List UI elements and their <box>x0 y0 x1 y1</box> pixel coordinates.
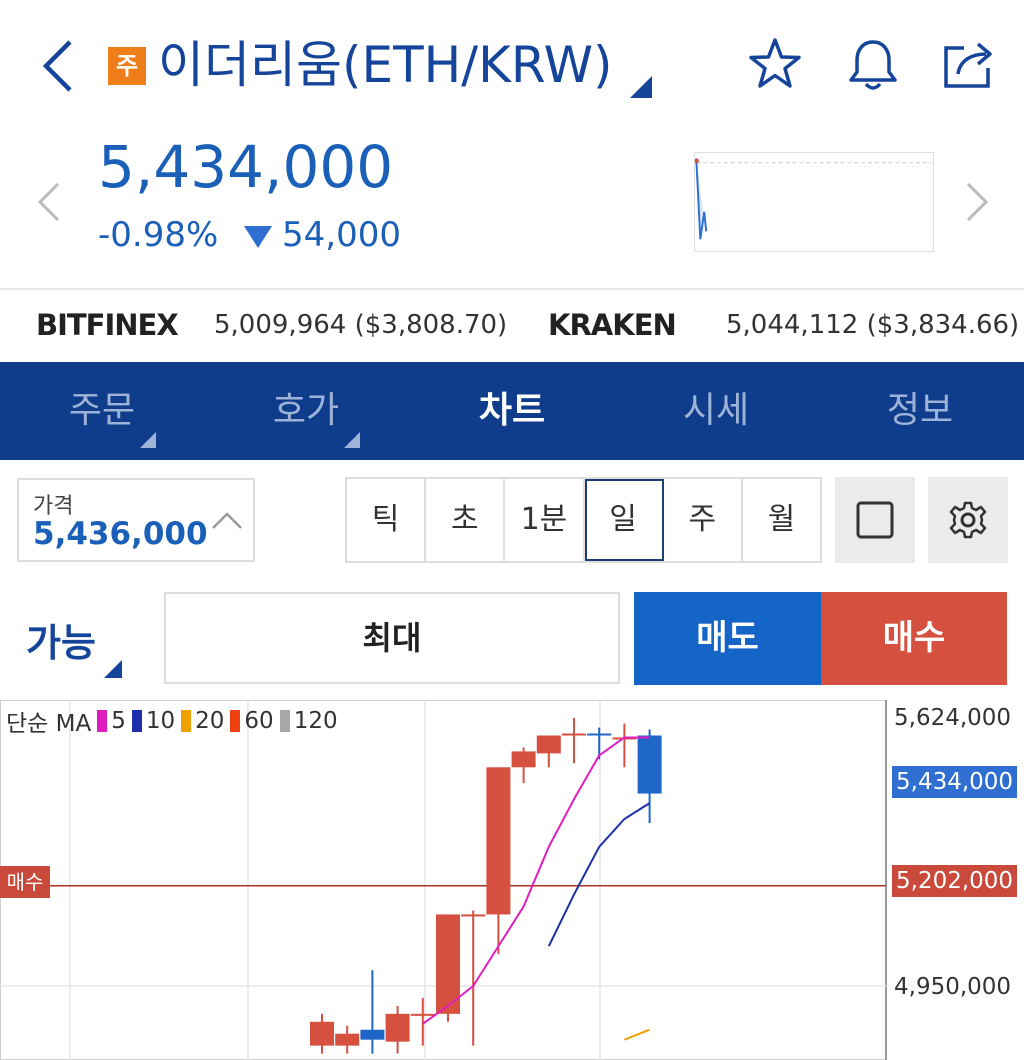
ma5-line <box>422 736 650 1025</box>
main-tabs: 주문 호가 차트 시세 정보 <box>0 362 1024 460</box>
buy-line-tag: 매수 <box>0 866 50 898</box>
buy-line-price-tag: 5,202,000 <box>892 865 1018 897</box>
candle-body <box>461 914 486 917</box>
legend-swatch-10 <box>131 710 142 732</box>
period-second[interactable]: 초 <box>426 479 506 561</box>
candle-body <box>335 1033 360 1046</box>
tab-order-caret-icon <box>140 432 156 448</box>
current-price-tag: 5,434,000 <box>892 766 1018 798</box>
price-label: 가격 <box>33 494 74 519</box>
star-icon[interactable] <box>746 36 804 94</box>
square-icon <box>856 501 894 539</box>
legend-label-5: 5 <box>111 708 126 734</box>
candle-body <box>536 735 561 754</box>
tab-chart[interactable]: 차트 <box>478 390 546 431</box>
period-tick[interactable]: 틱 <box>347 479 427 561</box>
settings-button[interactable] <box>928 477 1008 563</box>
tab-orderbook-caret-icon <box>344 432 360 448</box>
y-tick-label: 5,624,000 <box>894 705 1012 731</box>
candle-body <box>486 767 511 915</box>
exchange-name-kraken: KRAKEN <box>548 308 677 342</box>
sell-button[interactable]: 매도 <box>634 592 821 685</box>
mini-intraday-chart <box>694 152 934 252</box>
change-value: 54,000 <box>282 215 401 255</box>
header: 주 이더리움(ETH/KRW) <box>0 0 1024 130</box>
legend-swatch-60 <box>230 710 241 732</box>
legend-swatch-120 <box>279 710 290 732</box>
tab-orderbook[interactable]: 호가 <box>272 390 340 431</box>
change-percent: -0.98% <box>98 215 219 255</box>
next-coin-arrow-icon[interactable] <box>962 180 992 224</box>
legend-swatch-20 <box>181 710 192 732</box>
share-icon[interactable] <box>940 36 998 94</box>
max-quantity-button[interactable]: 최대 <box>164 592 620 684</box>
chevron-up-icon[interactable] <box>211 508 243 532</box>
tab-order[interactable]: 주문 <box>68 390 136 431</box>
tab-info[interactable]: 정보 <box>886 390 954 431</box>
tab-quotes[interactable]: 시세 <box>682 390 750 431</box>
candlestick-chart[interactable] <box>0 700 1024 1060</box>
fullscreen-button[interactable] <box>835 477 915 563</box>
bell-icon[interactable] <box>844 36 902 94</box>
buy-button[interactable]: 매수 <box>821 592 1007 685</box>
down-triangle-icon <box>244 226 272 248</box>
available-caret-icon <box>104 660 122 678</box>
exchange-value-kraken: 5,044,112 ($3,834.66) <box>726 310 1020 340</box>
candle-body <box>436 914 460 1014</box>
exchange-name-bitfinex: BITFINEX <box>36 308 179 342</box>
prev-coin-arrow-icon[interactable] <box>34 180 64 224</box>
period-day[interactable]: 일 <box>584 479 664 561</box>
candle-body <box>360 1029 385 1040</box>
stock-type-badge: 주 <box>108 47 146 85</box>
available-selector[interactable]: 가능 <box>26 621 96 665</box>
candle-body <box>310 1021 334 1046</box>
divider <box>0 288 1024 290</box>
candle-body <box>385 1013 410 1042</box>
current-price: 5,434,000 <box>98 133 394 201</box>
y-tick-label: 4,950,000 <box>894 974 1012 1000</box>
period-minute[interactable]: 1분 <box>505 479 585 561</box>
coin-title[interactable]: 이더리움(ETH/KRW) <box>158 36 613 94</box>
ma20-line <box>624 1028 650 1041</box>
price-value: 5,436,000 <box>33 516 208 552</box>
title-dropdown-caret-icon[interactable] <box>630 76 652 98</box>
legend-label-20: 20 <box>195 708 225 734</box>
gear-icon <box>949 501 987 539</box>
period-week[interactable]: 주 <box>664 479 743 561</box>
back-arrow-icon[interactable] <box>38 38 78 94</box>
ma10-line <box>547 802 651 947</box>
price-selector[interactable]: 가격 5,436,000 <box>17 478 255 562</box>
candle-body <box>637 735 662 794</box>
period-selector: 틱 초 1분 일 주 월 <box>345 477 822 563</box>
candle-body <box>511 751 536 768</box>
ma-legend: 단순 MA 5 10 20 60 120 <box>6 704 338 738</box>
period-month[interactable]: 월 <box>767 502 796 537</box>
candle-body <box>562 733 586 736</box>
legend-label-10: 10 <box>145 708 176 734</box>
legend-label-60: 60 <box>244 708 274 734</box>
candle-body <box>587 733 612 736</box>
exchange-value-bitfinex: 5,009,964 ($3,808.70) <box>214 310 508 340</box>
legend-swatch-5 <box>97 710 108 732</box>
legend-prefix: 단순 MA <box>6 711 92 737</box>
candle-body <box>410 1013 435 1016</box>
legend-label-120: 120 <box>293 708 338 734</box>
